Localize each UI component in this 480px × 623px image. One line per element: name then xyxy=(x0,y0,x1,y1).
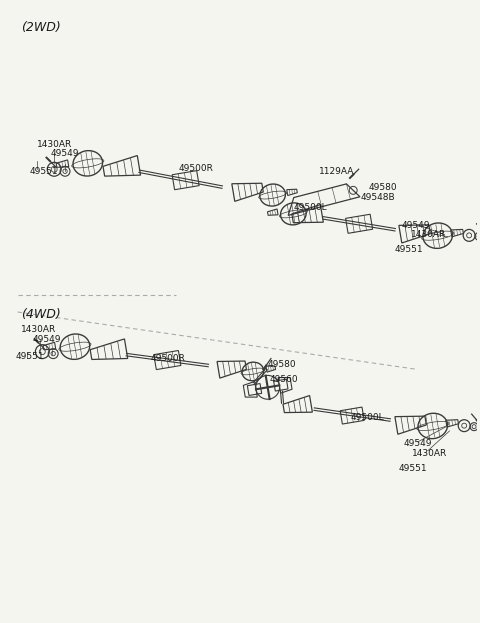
Text: 49549: 49549 xyxy=(401,221,430,230)
Text: (2WD): (2WD) xyxy=(21,21,60,34)
Text: 49548B: 49548B xyxy=(360,193,395,202)
Text: 49551: 49551 xyxy=(29,168,58,176)
Text: 49500R: 49500R xyxy=(179,164,214,173)
Text: (4WD): (4WD) xyxy=(21,308,60,321)
Text: 1129AA: 1129AA xyxy=(319,168,354,176)
Text: 49551: 49551 xyxy=(398,464,427,473)
Text: 49549: 49549 xyxy=(33,335,61,344)
Text: 1430AR: 1430AR xyxy=(37,140,72,148)
Text: 1430AR: 1430AR xyxy=(21,325,56,334)
Text: 49551: 49551 xyxy=(16,351,44,361)
Text: 49549: 49549 xyxy=(50,150,79,158)
Text: 49500R: 49500R xyxy=(151,354,186,363)
Text: 49500L: 49500L xyxy=(293,203,327,212)
Text: 49580: 49580 xyxy=(369,183,397,192)
Text: 49560: 49560 xyxy=(270,376,298,384)
Text: 49551: 49551 xyxy=(394,245,423,254)
Text: 49549: 49549 xyxy=(403,439,432,448)
Text: 1430AR: 1430AR xyxy=(412,449,447,458)
Text: 49500L: 49500L xyxy=(351,413,384,422)
Text: 1430AR: 1430AR xyxy=(411,230,446,239)
Text: 49580: 49580 xyxy=(268,359,296,369)
